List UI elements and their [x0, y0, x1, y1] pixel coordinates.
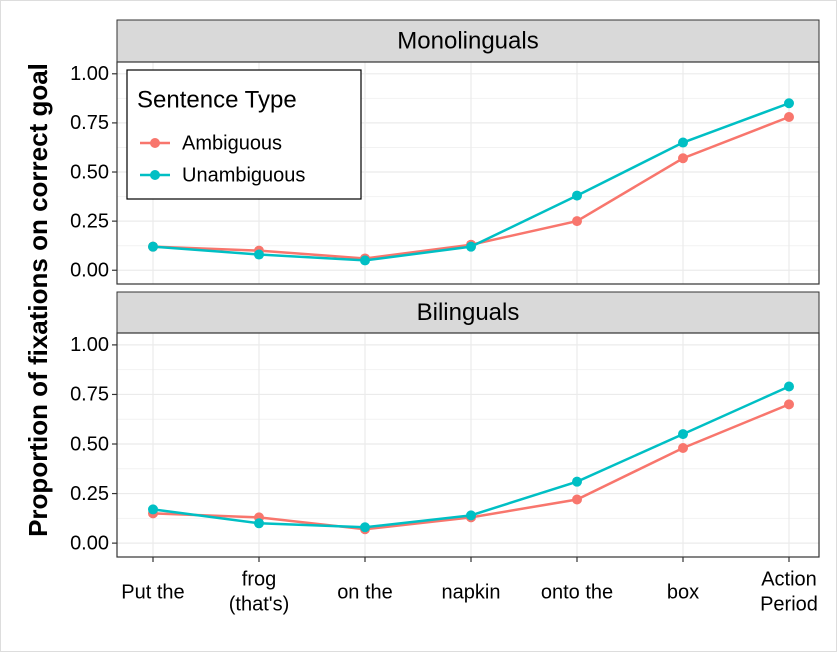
panel: [117, 333, 819, 557]
point: [572, 190, 582, 201]
facet-title: Bilinguals: [417, 299, 520, 326]
legend-title: Sentence Type: [137, 86, 297, 113]
point: [254, 518, 264, 529]
y-tick-label: 0.25: [70, 483, 109, 505]
x-tick-label: frog (that's): [229, 569, 290, 616]
x-tick-label: on the: [337, 581, 393, 603]
legend-box: [126, 69, 362, 200]
point: [572, 494, 582, 505]
legend-key-point: [150, 170, 160, 180]
y-tick-label: 0.00: [70, 260, 109, 282]
y-axis-label: Proportion of fixations on correct goal: [23, 63, 53, 537]
x-tick-label: box: [667, 581, 699, 603]
x-tick-label: Action Period: [760, 569, 818, 616]
y-tick-label: 0.25: [70, 210, 109, 232]
point: [466, 241, 476, 252]
y-tick-label: 0.00: [70, 532, 109, 554]
point: [254, 249, 264, 260]
y-tick-label: 0.50: [70, 161, 109, 183]
point: [466, 510, 476, 521]
point: [784, 381, 794, 392]
y-tick-label: 1.00: [70, 63, 109, 85]
point: [784, 112, 794, 123]
panel-border: [116, 332, 820, 558]
point: [148, 241, 158, 252]
y-tick-label: 0.75: [70, 112, 109, 134]
point: [572, 476, 582, 487]
legend-label: Ambiguous: [182, 132, 282, 154]
point: [678, 429, 688, 440]
point: [784, 98, 794, 109]
point: [678, 153, 688, 164]
y-tick-label: 1.00: [70, 334, 109, 356]
x-tick-label: onto the: [541, 581, 613, 603]
x-tick-label: Put the: [121, 581, 184, 603]
y-tick-label: 0.75: [70, 384, 109, 406]
point: [148, 504, 158, 515]
point: [360, 255, 370, 266]
point: [360, 522, 370, 533]
point: [678, 442, 688, 453]
point: [572, 216, 582, 227]
facet-title: Monolinguals: [397, 27, 538, 54]
point: [784, 399, 794, 410]
legend-key-point: [150, 138, 160, 148]
x-tick-label: napkin: [442, 581, 501, 603]
point: [678, 137, 688, 148]
legend-label: Unambiguous: [182, 164, 305, 186]
panel-border: [116, 61, 820, 285]
strip: [116, 19, 820, 63]
y-tick-label: 0.50: [70, 433, 109, 455]
